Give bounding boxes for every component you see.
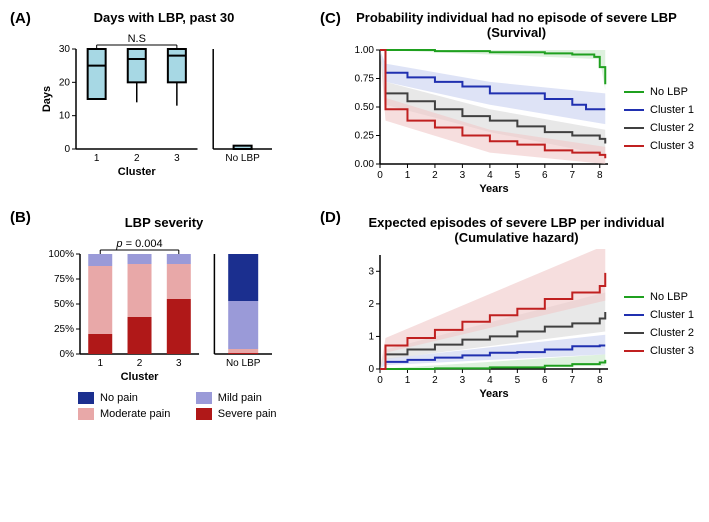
svg-text:No LBP: No LBP: [226, 358, 261, 369]
svg-text:2: 2: [368, 299, 374, 310]
svg-text:20: 20: [59, 77, 71, 88]
panel-a-title: Days with LBP, past 30: [38, 10, 290, 25]
legend-item: Moderate pain: [78, 408, 184, 420]
svg-text:8: 8: [597, 375, 603, 386]
boxplot-chart: 0 10 20 30 Days Cluster 1 2 3 No LBP N.S: [38, 29, 278, 179]
svg-text:1: 1: [405, 375, 411, 386]
svg-text:30: 30: [59, 44, 71, 55]
legend-item: Mild pain: [196, 392, 290, 404]
svg-text:0: 0: [377, 170, 383, 181]
svg-text:25%: 25%: [54, 324, 74, 335]
svg-text:1: 1: [97, 358, 103, 369]
svg-text:No LBP: No LBP: [225, 153, 260, 164]
survival-chart: 0.00 0.25 0.50 0.75 1.00 0 1 2 3 4 5 6 7 8 Years: [344, 44, 614, 194]
panel-b-title: LBP severity: [38, 215, 290, 230]
svg-text:Years: Years: [479, 388, 508, 399]
panel-d: (D) Expected episodes of severe LBP per …: [320, 209, 699, 420]
svg-text:3: 3: [460, 375, 466, 386]
svg-text:50%: 50%: [54, 299, 74, 310]
panel-c: (C) Probability individual had no episod…: [320, 10, 699, 194]
svg-text:2: 2: [137, 358, 143, 369]
svg-text:Years: Years: [479, 183, 508, 194]
svg-text:p = 0.004: p = 0.004: [115, 238, 162, 250]
svg-text:3: 3: [176, 358, 182, 369]
panel-d-title: Expected episodes of severe LBP per indi…: [334, 215, 699, 245]
svg-text:0: 0: [377, 375, 383, 386]
legend-item: No LBP: [624, 86, 694, 98]
svg-text:2: 2: [432, 170, 438, 181]
svg-text:2: 2: [432, 375, 438, 386]
svg-text:7: 7: [570, 375, 576, 386]
svg-text:4: 4: [487, 170, 493, 181]
panel-d-label: (D): [320, 209, 341, 226]
svg-text:Cluster: Cluster: [118, 166, 157, 178]
panel-b-label: (B): [10, 209, 31, 226]
svg-text:1.00: 1.00: [355, 45, 375, 56]
hazard-chart: 0 1 2 3 0 1 2 3 4 5 6 7 8 Years: [344, 249, 614, 399]
legend-item: Cluster 2: [624, 327, 694, 339]
panel-b: (B) LBP severity 0% 25% 50% 75% 100% Cluster 1…: [10, 209, 290, 420]
svg-text:0.00: 0.00: [355, 159, 375, 170]
svg-text:0%: 0%: [60, 349, 75, 360]
svg-text:3: 3: [460, 170, 466, 181]
svg-text:0.25: 0.25: [355, 131, 375, 142]
panel-a-label: (A): [10, 10, 31, 27]
svg-text:3: 3: [174, 153, 180, 164]
svg-text:6: 6: [542, 170, 548, 181]
legend-item: Cluster 2: [624, 122, 694, 134]
legend-item: No pain: [78, 392, 184, 404]
legend-b: No pain Mild pain Moderate pain Severe pain: [78, 392, 290, 420]
svg-text:Days: Days: [41, 86, 53, 112]
svg-text:4: 4: [487, 375, 493, 386]
svg-text:6: 6: [542, 375, 548, 386]
svg-text:75%: 75%: [54, 274, 74, 285]
svg-text:1: 1: [405, 170, 411, 181]
svg-text:0.75: 0.75: [355, 74, 375, 85]
svg-text:8: 8: [597, 170, 603, 181]
svg-text:5: 5: [515, 170, 521, 181]
svg-text:3: 3: [368, 266, 374, 277]
panel-c-label: (C): [320, 10, 341, 27]
svg-text:7: 7: [570, 170, 576, 181]
svg-text:100%: 100%: [48, 249, 74, 260]
legend-item: Cluster 1: [624, 104, 694, 116]
svg-text:5: 5: [515, 375, 521, 386]
legend-c: No LBP Cluster 1 Cluster 2 Cluster 3: [624, 86, 694, 152]
svg-text:Cluster: Cluster: [121, 371, 160, 383]
legend-item: Cluster 3: [624, 345, 694, 357]
legend-item: No LBP: [624, 291, 694, 303]
legend-item: Cluster 1: [624, 309, 694, 321]
svg-text:2: 2: [134, 153, 140, 164]
legend-item: Severe pain: [196, 408, 290, 420]
svg-text:0.50: 0.50: [355, 102, 375, 113]
svg-text:10: 10: [59, 111, 71, 122]
svg-text:1: 1: [94, 153, 100, 164]
svg-text:1: 1: [368, 331, 374, 342]
svg-text:0: 0: [64, 144, 70, 155]
svg-text:0: 0: [368, 364, 374, 375]
svg-text:N.S: N.S: [128, 33, 146, 45]
panel-c-title: Probability individual had no episode of…: [334, 10, 699, 40]
legend-d: No LBP Cluster 1 Cluster 2 Cluster 3: [624, 291, 694, 357]
panel-a: (A) Days with LBP, past 30 0 10 20 30 Days Cl…: [10, 10, 290, 194]
legend-item: Cluster 3: [624, 140, 694, 152]
stacked-bar-chart: 0% 25% 50% 75% 100% Cluster 1 2 3 No LBP p = 0.004: [38, 234, 278, 384]
